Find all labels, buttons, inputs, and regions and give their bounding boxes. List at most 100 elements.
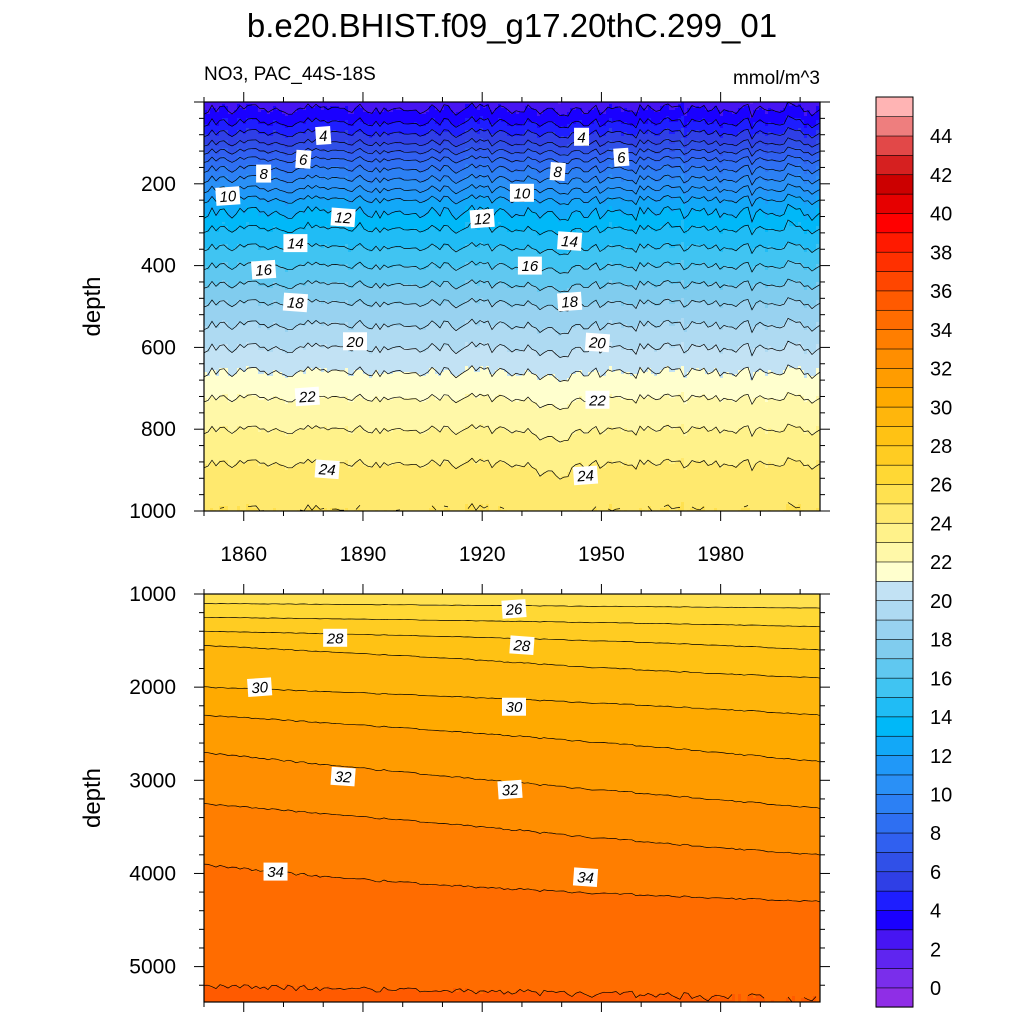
colorbar-box — [876, 794, 913, 814]
contour-label: 32 — [497, 780, 522, 800]
contour-label: 12 — [470, 209, 495, 229]
y-axis-label: depth — [79, 768, 106, 828]
colorbar-box — [876, 620, 913, 640]
x-tick-label: 1890 — [340, 543, 387, 566]
colorbar-label: 36 — [930, 281, 952, 303]
colorbar-box — [876, 581, 913, 601]
contour-label: 22 — [295, 387, 320, 407]
colorbar-label: 34 — [930, 320, 952, 342]
colorbar-box — [876, 310, 913, 330]
colorbar-box — [876, 891, 913, 911]
colorbar-box — [876, 949, 913, 969]
contour-label: 30 — [502, 698, 526, 717]
contour-label: 18 — [557, 292, 582, 312]
colorbar-label: 26 — [930, 475, 952, 497]
colorbar-box — [876, 813, 913, 833]
colorbar-box — [876, 116, 913, 136]
contour-label: 22 — [585, 391, 609, 410]
contour-label: 6 — [295, 150, 311, 170]
colorbar-label: 10 — [930, 785, 952, 807]
colorbar-box — [876, 368, 913, 388]
contour-label: 8 — [256, 165, 271, 184]
colorbar-label: 0 — [930, 978, 941, 1000]
colorbar-box — [876, 852, 913, 872]
colorbar-label: 40 — [930, 204, 952, 226]
y-axis-label: depth — [79, 276, 106, 336]
colorbar-label: 20 — [930, 591, 952, 613]
colorbar-label: 2 — [930, 939, 941, 961]
colorbar-label: 24 — [930, 513, 952, 535]
colorbar-box — [876, 658, 913, 678]
colorbar-box — [876, 484, 913, 504]
colorbar-box — [876, 407, 913, 427]
colorbar-label: 32 — [930, 359, 952, 381]
colorbar-label: 16 — [930, 668, 952, 690]
contour-label: 16 — [251, 260, 276, 280]
contour-label: 10 — [215, 186, 240, 206]
colorbar-label: 38 — [930, 242, 952, 264]
colorbar-box — [876, 252, 913, 272]
colorbar-box — [876, 930, 913, 950]
x-tick-label: 1950 — [578, 543, 625, 566]
contour-label: 26 — [501, 599, 526, 619]
contour-label: 14 — [557, 231, 582, 251]
colorbar-box — [876, 542, 913, 562]
y-tick-label: 4000 — [129, 862, 176, 885]
colorbar-box — [876, 523, 913, 543]
colorbar-label: 22 — [930, 552, 952, 574]
colorbar-label: 6 — [930, 862, 941, 884]
colorbar: 0246810121416182022242628303234363840424… — [876, 97, 952, 1007]
colorbar-box — [876, 291, 913, 311]
colorbar-box — [876, 871, 913, 891]
colorbar-box — [876, 504, 913, 524]
colorbar-box — [876, 736, 913, 756]
colorbar-box — [876, 775, 913, 795]
colorbar-box — [876, 213, 913, 233]
y-tick-label: 1000 — [129, 500, 176, 523]
colorbar-box — [876, 426, 913, 446]
colorbar-box — [876, 717, 913, 737]
y-tick-label: 400 — [141, 255, 176, 278]
colorbar-box — [876, 465, 913, 485]
x-tick-label: 1860 — [220, 543, 267, 566]
colorbar-box — [876, 600, 913, 620]
contour-label: 24 — [573, 466, 598, 486]
colorbar-label: 12 — [930, 746, 952, 768]
colorbar-box — [876, 233, 913, 253]
contour-label: 4 — [574, 128, 589, 147]
colorbar-box — [876, 562, 913, 582]
colorbar-box — [876, 446, 913, 466]
contour-label: 34 — [264, 863, 288, 882]
contour-label: 16 — [518, 257, 542, 276]
y-tick-label: 1000 — [129, 583, 176, 606]
colorbar-box — [876, 271, 913, 291]
y-tick-label: 800 — [141, 418, 176, 441]
colorbar-box — [876, 155, 913, 175]
colorbar-box — [876, 988, 913, 1008]
contour-label: 30 — [247, 677, 272, 697]
y-tick-label: 3000 — [129, 769, 176, 792]
colorbar-label: 44 — [930, 126, 952, 148]
colorbar-box — [876, 174, 913, 194]
contour-label: 10 — [510, 184, 534, 203]
colorbar-box — [876, 387, 913, 407]
contour-label: 34 — [573, 867, 598, 887]
x-tick-label: 1980 — [697, 543, 744, 566]
contour-label: 12 — [330, 208, 355, 228]
colorbar-box — [876, 833, 913, 853]
colorbar-box — [876, 194, 913, 214]
colorbar-label: 4 — [930, 901, 941, 923]
y-tick-label: 200 — [141, 173, 176, 196]
colorbar-label: 14 — [930, 707, 952, 729]
contour-label: 28 — [509, 635, 534, 655]
y-tick-label: 2000 — [129, 676, 176, 699]
colorbar-box — [876, 697, 913, 717]
colorbar-box — [876, 639, 913, 659]
colorbar-label: 8 — [930, 823, 941, 845]
contour-label: 20 — [343, 332, 367, 351]
